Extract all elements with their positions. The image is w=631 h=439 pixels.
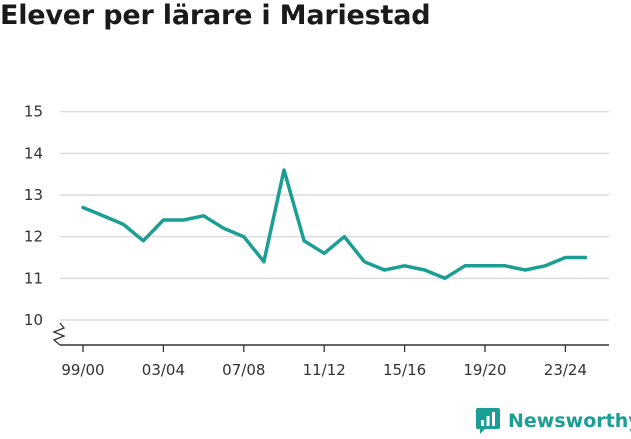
x-tick-label: 07/08 [222,361,265,379]
gridlines [60,110,609,321]
x-axis-tick-labels: 99/00 03/04 07/08 11/12 15/16 19/20 23/24 [61,345,587,379]
series-line [81,168,588,281]
x-tick-label: 99/00 [61,361,104,379]
x-tick-label: 11/12 [303,361,346,379]
newsworthy-logo-icon [476,408,500,434]
chart-title: Elever per lärare i Mariestad [0,0,431,31]
x-axis [52,322,609,346]
x-tick-label: 23/24 [544,361,587,379]
series-layer [81,168,588,281]
x-tick-label: 19/20 [463,361,506,379]
axis-break-icon [52,322,66,346]
brand: Newsworthy [476,408,631,434]
y-tick-label: 13 [24,186,43,204]
y-tick-label: 14 [24,144,43,162]
y-tick-label: 10 [24,311,43,329]
x-tick-label: 15/16 [383,361,426,379]
y-tick-label: 11 [24,269,43,287]
x-tick-label: 03/04 [142,361,185,379]
y-axis-tick-labels: 10 11 12 13 14 15 [24,103,43,329]
brand-name: Newsworthy [508,410,631,432]
y-tick-label: 15 [24,103,43,121]
y-tick-label: 12 [24,228,43,246]
